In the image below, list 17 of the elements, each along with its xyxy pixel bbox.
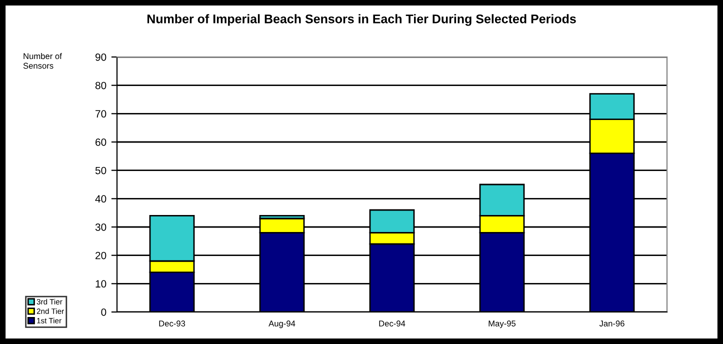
y-tick-label: 50 xyxy=(95,166,106,174)
x-tick-label: Dec-94 xyxy=(379,320,406,326)
x-tick-label: May-95 xyxy=(488,320,516,328)
y-tick-label: 20 xyxy=(96,252,106,260)
y-tick-label: 90 xyxy=(95,54,106,61)
y-tick-label: 30 xyxy=(95,224,106,231)
y-tick-label: 40 xyxy=(95,195,106,203)
y-axis-title: Number of Sensors xyxy=(23,53,62,69)
y-tick-label: 80 xyxy=(95,82,106,90)
y-tick-label: 70 xyxy=(96,110,106,118)
y-tick-label: 60 xyxy=(96,138,106,146)
y-tick-label: 0 xyxy=(101,308,106,316)
chart-title: Number of Imperial Beach Sensors in Each Tier During Selected Periods xyxy=(147,14,576,26)
x-tick-label: Aug-94 xyxy=(268,320,296,328)
x-tick-label: Jan-96 xyxy=(599,320,624,326)
y-tick-label: 10 xyxy=(96,280,106,288)
x-tick-label: Dec-93 xyxy=(159,320,186,326)
